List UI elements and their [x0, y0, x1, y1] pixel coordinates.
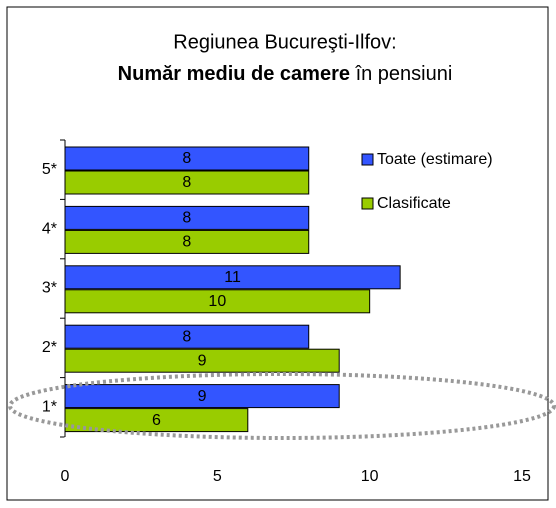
bar-value-label: 9 — [198, 388, 207, 405]
y-tick-label: 2* — [42, 339, 57, 356]
y-tick-label: 3* — [42, 280, 57, 297]
bar — [64, 384, 340, 409]
bar-value-label: 8 — [182, 234, 191, 251]
bar-value-label: 8 — [182, 174, 191, 191]
bar-value-label: 6 — [152, 412, 161, 429]
legend-label: Clasificate — [377, 195, 451, 212]
bar — [64, 265, 401, 290]
chart-subtitle: Număr mediu de camere în pensiuni — [118, 63, 453, 85]
x-tick-label: 5 — [213, 468, 222, 485]
bar-value-label: 8 — [182, 210, 191, 227]
bar-value-label: 8 — [182, 150, 191, 167]
subtitle-rest: în pensiuni — [355, 63, 453, 85]
bar — [64, 170, 310, 195]
x-tick-label: 10 — [361, 468, 379, 485]
bar — [64, 408, 249, 433]
highlight-ellipse — [8, 372, 556, 440]
y-tick-label: 5* — [42, 161, 57, 178]
legend-swatch — [361, 153, 374, 166]
bar — [64, 146, 310, 171]
y-tick-label: 4* — [42, 220, 57, 237]
bar — [64, 348, 340, 373]
bar — [64, 289, 371, 314]
legend-swatch — [361, 197, 374, 210]
bar — [64, 324, 310, 349]
legend-label: Toate (estimare) — [377, 151, 493, 168]
bar-value-label: 8 — [182, 328, 191, 345]
y-tick-label: 1* — [42, 399, 57, 416]
bar — [64, 205, 310, 230]
bar-value-label: 11 — [224, 269, 241, 286]
bar-value-label: 9 — [198, 352, 207, 369]
bar-value-label: 10 — [208, 293, 226, 310]
x-tick-label: 0 — [61, 468, 70, 485]
subtitle-bold: Număr mediu de camere — [118, 63, 350, 85]
x-tick-label: 15 — [513, 468, 531, 485]
chart-title: Regiunea Bucureşti-Ilfov: — [173, 31, 396, 53]
bar — [64, 229, 310, 254]
